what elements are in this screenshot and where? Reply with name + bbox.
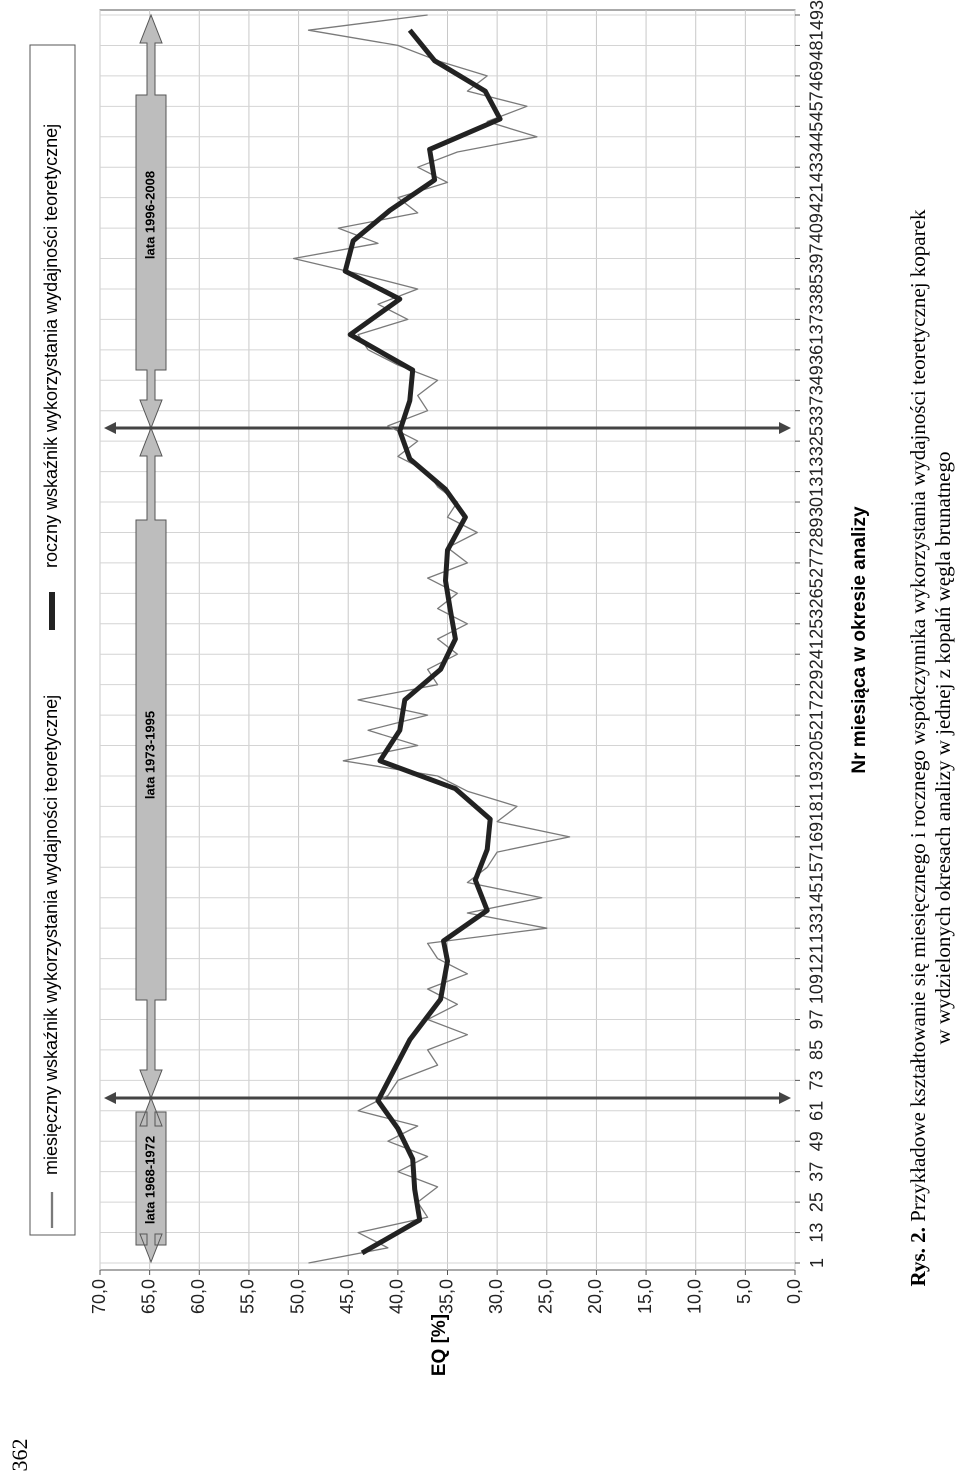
legend-label: miesięczny wskaźnik wykorzystania wydajn… xyxy=(41,695,61,1175)
x-tick-label: 73 xyxy=(807,1070,827,1090)
x-tick-label: 229 xyxy=(807,670,827,700)
period-label: lata 1968-1972 xyxy=(142,1136,157,1224)
x-tick-label: 373 xyxy=(807,304,827,334)
arrow-body xyxy=(135,13,167,430)
y-tick-label: 15,0 xyxy=(635,1279,655,1314)
x-tick-label: 277 xyxy=(807,548,827,578)
y-tick-label: 50,0 xyxy=(287,1279,307,1314)
x-tick-label: 313 xyxy=(807,457,827,487)
y-tick-label: 20,0 xyxy=(585,1279,605,1314)
y-tick-label: 55,0 xyxy=(238,1279,258,1314)
x-tick-label: 481 xyxy=(807,30,827,60)
x-tick-label: 397 xyxy=(807,243,827,273)
x-tick-label: 409 xyxy=(807,213,827,243)
x-tick-label: 109 xyxy=(807,974,827,1004)
annual-line xyxy=(342,28,503,1256)
x-tick-label: 169 xyxy=(807,822,827,852)
x-tick-label: 253 xyxy=(807,609,827,639)
period-label: lata 1973-1995 xyxy=(142,711,157,799)
x-tick-label: 241 xyxy=(807,639,827,669)
x-tick-label: 205 xyxy=(807,731,827,761)
y-tick-label: 70,0 xyxy=(89,1279,109,1314)
period-label: lata 1996-2008 xyxy=(142,171,157,259)
period-arrow xyxy=(135,13,167,430)
y-tick-label: 30,0 xyxy=(486,1279,506,1314)
y-tick-label: 25,0 xyxy=(536,1279,556,1314)
x-tick-label: 469 xyxy=(807,61,827,91)
x-tick-label: 421 xyxy=(807,183,827,213)
x-axis-title: Nr miesiąca w okresie analizy xyxy=(849,506,870,774)
x-tick-label: 349 xyxy=(807,365,827,395)
x-tick-label: 121 xyxy=(807,944,827,974)
x-tick-label: 337 xyxy=(807,396,827,426)
x-tick-label: 433 xyxy=(807,152,827,182)
y-tick-label: 5,0 xyxy=(734,1279,754,1304)
caption-label: Rys. 2. xyxy=(906,1227,930,1286)
x-tick-label: 265 xyxy=(807,578,827,608)
x-tick-label: 145 xyxy=(807,883,827,913)
x-tick-label: 289 xyxy=(807,517,827,547)
x-tick-label: 493 xyxy=(807,0,827,30)
x-tick-label: 361 xyxy=(807,335,827,365)
x-tick-label: 133 xyxy=(807,913,827,943)
x-tick-label: 25 xyxy=(807,1192,827,1212)
x-tick-label: 37 xyxy=(807,1162,827,1182)
x-tick-label: 85 xyxy=(807,1040,827,1060)
x-tick-label: 217 xyxy=(807,700,827,730)
x-tick-label: 457 xyxy=(807,91,827,121)
caption-line: w wydzielonych okresach analizy w jednej… xyxy=(931,451,955,1044)
y-tick-label: 10,0 xyxy=(684,1279,704,1314)
y-tick-label: 45,0 xyxy=(337,1279,357,1314)
y-tick-label: 0,0 xyxy=(784,1279,804,1304)
x-tick-label: 325 xyxy=(807,426,827,456)
x-tick-label: 97 xyxy=(807,1009,827,1029)
x-tick-label: 13 xyxy=(807,1223,827,1243)
y-tick-label: 35,0 xyxy=(436,1279,456,1314)
y-axis-title: EQ [%] xyxy=(429,1314,450,1376)
caption-line: Rys. 2. Przykładowe kształtowanie się mi… xyxy=(906,209,930,1286)
legend-label: roczny wskaźnik wykorzystania wydajności… xyxy=(41,124,61,568)
x-tick-label: 445 xyxy=(807,122,827,152)
x-tick-label: 1 xyxy=(807,1258,827,1268)
x-tick-label: 385 xyxy=(807,274,827,304)
y-tick-label: 40,0 xyxy=(387,1279,407,1314)
x-tick-label: 157 xyxy=(807,852,827,882)
x-tick-label: 61 xyxy=(807,1101,827,1121)
page-number: 362 xyxy=(7,1439,32,1471)
caption-text: Przykładowe kształtowanie się miesięczne… xyxy=(906,209,930,1222)
y-tick-label: 60,0 xyxy=(188,1279,208,1314)
legend-box xyxy=(29,44,76,1236)
monthly-line xyxy=(292,14,571,1264)
x-tick-label: 301 xyxy=(807,487,827,517)
x-tick-label: 181 xyxy=(807,791,827,821)
y-tick-label: 65,0 xyxy=(138,1279,158,1314)
x-tick-label: 49 xyxy=(807,1131,827,1151)
x-tick-label: 193 xyxy=(807,761,827,791)
